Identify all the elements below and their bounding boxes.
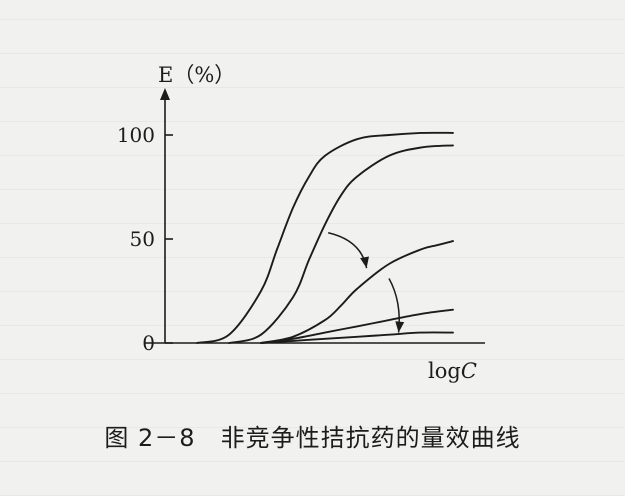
y-tick-label: 100 — [117, 123, 155, 147]
y-tick-label: 0 — [142, 331, 155, 355]
chart-series — [196, 131, 454, 344]
x-axis-title-log: log — [428, 359, 461, 383]
x-axis-title: logC — [428, 359, 477, 383]
chart-axes — [145, 88, 485, 344]
chart-labels: 0 50 100 E（%） logC — [117, 63, 477, 383]
figure-caption: 图 2－8 非竞争性拮抗药的量效曲线 — [104, 424, 521, 452]
annotation-arrowhead-2 — [395, 321, 405, 333]
series-curve-1 — [196, 131, 454, 344]
y-tick-label: 50 — [130, 227, 155, 251]
y-axis-title: E（%） — [158, 63, 235, 87]
annotation-arrowhead-1 — [360, 256, 369, 269]
annotation-arrow-1 — [328, 232, 368, 269]
series-curve-5 — [260, 331, 454, 344]
y-axis-arrowhead — [160, 88, 170, 100]
chart-annotations — [328, 232, 405, 333]
series-curve-3 — [260, 240, 454, 344]
x-axis-title-var: C — [461, 359, 477, 383]
series-curve-4 — [260, 308, 454, 344]
series-curve-2 — [228, 144, 454, 344]
